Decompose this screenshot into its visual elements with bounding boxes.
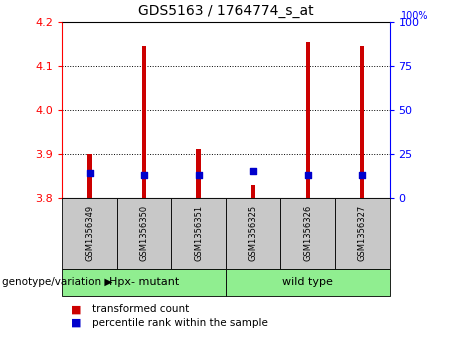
Text: Hpx- mutant: Hpx- mutant — [109, 277, 179, 287]
Title: GDS5163 / 1764774_s_at: GDS5163 / 1764774_s_at — [138, 4, 313, 18]
Bar — [251, 185, 255, 198]
Bar — [142, 46, 146, 198]
Text: percentile rank within the sample: percentile rank within the sample — [92, 318, 268, 328]
Point — [86, 170, 93, 176]
Text: GSM1356327: GSM1356327 — [358, 205, 367, 261]
Text: GSM1356351: GSM1356351 — [194, 205, 203, 261]
Bar — [196, 150, 201, 198]
Text: GSM1356326: GSM1356326 — [303, 205, 312, 261]
Point — [249, 168, 257, 174]
Bar — [87, 154, 92, 198]
Text: ■: ■ — [71, 318, 82, 328]
Bar — [360, 46, 365, 198]
Point — [195, 172, 202, 178]
Point — [140, 172, 148, 178]
Text: transformed count: transformed count — [92, 304, 189, 314]
Text: GSM1356349: GSM1356349 — [85, 205, 94, 261]
Bar — [306, 42, 310, 198]
Text: wild type: wild type — [282, 277, 333, 287]
Text: 100%: 100% — [401, 11, 429, 21]
Point — [359, 172, 366, 178]
Point — [304, 172, 311, 178]
Text: GSM1356350: GSM1356350 — [140, 205, 148, 261]
Text: genotype/variation ▶: genotype/variation ▶ — [2, 277, 112, 287]
Text: GSM1356325: GSM1356325 — [248, 205, 258, 261]
Text: ■: ■ — [71, 304, 82, 314]
